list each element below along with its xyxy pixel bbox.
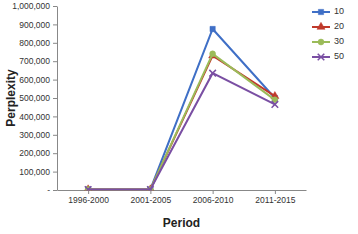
x-axis-title: Period (163, 216, 200, 230)
y-tick-mark (53, 172, 57, 173)
y-axis: - 100,000 200,000 300,000 400,000 500,000 600,… (12, 1, 57, 195)
y-tick-label: 300,000 (19, 130, 50, 140)
y-tick-mark (53, 61, 57, 62)
y-tick-mark (53, 6, 57, 7)
y-axis-title: Perplexity (4, 69, 18, 127)
chart: - 100,000 200,000 300,000 400,000 500,000 600,… (0, 0, 358, 234)
legend-marker (318, 54, 325, 61)
x-tick: 2006-2010 (193, 190, 234, 205)
y-tick: 500,000 (19, 93, 57, 103)
x-tick-label: 2006-2010 (193, 195, 234, 205)
legend-label: 30 (334, 36, 344, 46)
series-marker (210, 51, 216, 57)
y-tick: 900,000 (19, 20, 57, 30)
y-tick-mark (53, 24, 57, 25)
x-tick-label: 1996-2000 (68, 195, 109, 205)
x-tick-mark (275, 190, 276, 194)
x-axis: 1996-2000 2001-2005 2006-2010 2011-2015 (58, 190, 307, 205)
x-tick: 1996-2000 (68, 190, 109, 205)
series-marker (85, 186, 92, 190)
y-tick-label: 100,000 (19, 167, 50, 177)
y-tick-label: 1,000,000 (12, 1, 50, 11)
series-marker (272, 101, 279, 108)
y-tick-label: 500,000 (19, 93, 50, 103)
legend-marker (318, 39, 324, 45)
legend-marker (318, 9, 323, 14)
y-tick-label: 400,000 (19, 112, 50, 122)
plot: - 100,000 200,000 300,000 400,000 500,000 600,… (12, 1, 306, 205)
y-tick-mark (53, 135, 57, 136)
legend-item: 30 (312, 36, 344, 46)
legend-label: 10 (334, 6, 344, 16)
series-marker (209, 70, 216, 77)
x-tick-mark (150, 190, 151, 194)
series-line (88, 29, 275, 189)
y-tick: 400,000 (19, 112, 57, 122)
series-line (88, 54, 275, 190)
legend-item: 50 (312, 51, 344, 61)
y-tick-label: 700,000 (19, 56, 50, 66)
legend-marker (317, 22, 325, 29)
y-tick-mark (53, 43, 57, 44)
y-tick-mark (53, 153, 57, 154)
y-tick-mark (53, 190, 57, 191)
y-tick-mark (53, 80, 57, 81)
y-tick: 1,000,000 (12, 1, 57, 11)
y-tick: 700,000 (19, 56, 57, 66)
x-tick: 2011-2015 (255, 190, 295, 205)
y-tick: 600,000 (19, 75, 57, 85)
y-axis-line (57, 7, 58, 191)
series-line (88, 73, 275, 189)
series-marker (147, 186, 154, 190)
x-tick-mark (88, 190, 89, 194)
y-tick: - (47, 185, 57, 195)
legend-item: 10 (312, 6, 344, 16)
y-tick-mark (53, 116, 57, 117)
legend: 10 20 30 50 (312, 6, 344, 61)
x-tick-mark (213, 190, 214, 194)
series-marker (210, 26, 215, 31)
x-tick-label: 2001-2005 (131, 195, 172, 205)
y-tick-label: 800,000 (19, 38, 50, 48)
y-tick: 300,000 (19, 130, 57, 140)
legend-item: 20 (312, 21, 344, 31)
y-tick-label: 900,000 (19, 20, 50, 30)
y-tick: 200,000 (19, 148, 57, 158)
legend-label: 50 (334, 51, 344, 61)
y-tick-mark (53, 98, 57, 99)
y-tick: 800,000 (19, 38, 57, 48)
y-tick: 100,000 (19, 167, 57, 177)
x-tick-label: 2011-2015 (255, 195, 295, 205)
y-tick-label: 600,000 (19, 75, 50, 85)
legend-label: 20 (334, 21, 344, 31)
y-tick-label: 200,000 (19, 148, 50, 158)
y-tick-label: - (47, 185, 50, 195)
x-tick: 2001-2005 (131, 190, 172, 205)
series-area (84, 26, 279, 190)
